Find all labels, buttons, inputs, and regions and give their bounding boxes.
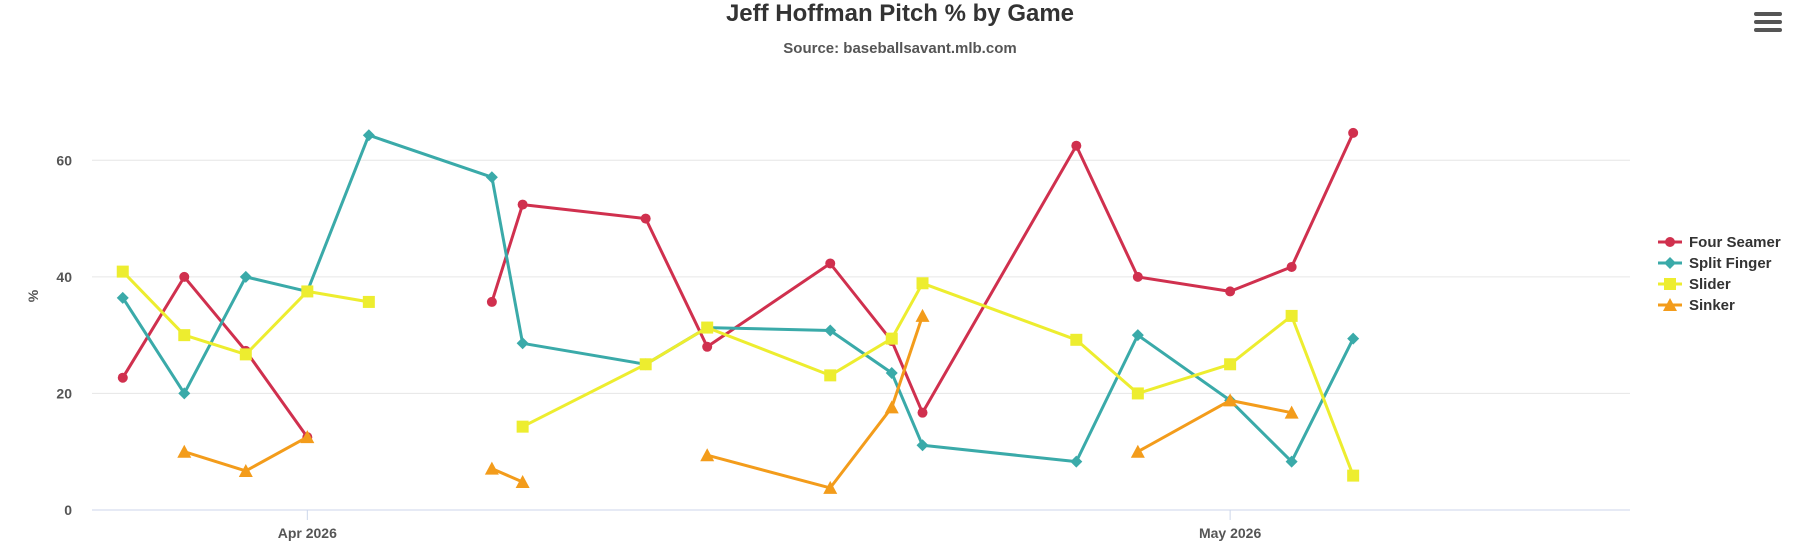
data-point-sinker[interactable]: [915, 308, 930, 322]
legend-label: Split Finger: [1689, 255, 1772, 272]
data-point-slider[interactable]: [824, 369, 837, 382]
data-point-slider[interactable]: [301, 285, 314, 298]
data-point-slider[interactable]: [116, 265, 129, 278]
y-tick-label: 20: [56, 385, 72, 401]
data-point-sinker[interactable]: [1223, 393, 1238, 407]
y-tick-label: 40: [56, 269, 72, 285]
series-slider: [116, 265, 1360, 482]
data-point-split-finger[interactable]: [362, 129, 375, 142]
data-point-slider[interactable]: [1070, 333, 1083, 346]
data-point-sinker[interactable]: [1284, 405, 1299, 419]
data-point-split-finger[interactable]: [885, 367, 898, 380]
legend-label: Slider: [1689, 276, 1731, 293]
series-line-sinker: [1136, 398, 1294, 454]
legend-label: Sinker: [1689, 297, 1735, 314]
data-point-sinker[interactable]: [238, 463, 253, 477]
data-point-slider[interactable]: [701, 321, 714, 334]
x-tick-label: Apr 2026: [278, 525, 337, 541]
data-point-slider[interactable]: [1285, 309, 1298, 322]
chart-title: Jeff Hoffman Pitch % by Game: [725, 0, 1075, 27]
data-point-slider[interactable]: [362, 295, 375, 308]
data-point-split-finger[interactable]: [485, 171, 498, 184]
data-point-four-seamer[interactable]: [1348, 127, 1359, 138]
x-tick-label: May 2026: [1199, 525, 1261, 541]
legend-item-slider[interactable]: Slider: [1658, 276, 1731, 293]
data-point-sinker[interactable]: [484, 461, 499, 475]
grid-lines: [92, 159, 1630, 394]
data-point-four-seamer[interactable]: [117, 372, 128, 383]
data-point-sinker[interactable]: [700, 448, 715, 462]
data-point-split-finger[interactable]: [824, 324, 837, 337]
series-group: [116, 127, 1360, 494]
series-line-four-seamer: [121, 275, 309, 439]
data-point-split-finger[interactable]: [1131, 329, 1144, 342]
data-point-split-finger[interactable]: [916, 439, 929, 452]
data-point-four-seamer[interactable]: [1286, 261, 1297, 272]
y-axis-label: %: [25, 289, 41, 302]
legend-marker: [1663, 298, 1677, 311]
data-point-split-finger[interactable]: [239, 270, 252, 283]
data-point-sinker[interactable]: [515, 475, 530, 489]
hamburger-menu-icon[interactable]: [1752, 8, 1784, 36]
series-line-four-seamer: [490, 131, 1355, 415]
data-point-four-seamer[interactable]: [702, 341, 713, 352]
series-sinker: [177, 308, 1299, 494]
data-point-slider[interactable]: [1224, 358, 1237, 371]
series-split-finger: [116, 129, 1360, 468]
data-point-sinker[interactable]: [300, 430, 315, 444]
data-point-sinker[interactable]: [823, 480, 838, 494]
legend-marker: [1664, 257, 1676, 269]
data-point-four-seamer[interactable]: [917, 407, 928, 418]
series-line-sinker: [490, 467, 525, 484]
legend-marker: [1664, 278, 1676, 290]
data-point-slider[interactable]: [639, 358, 652, 371]
data-point-slider[interactable]: [1347, 469, 1360, 482]
series-four-seamer: [117, 127, 1359, 443]
y-tick-label: 60: [56, 152, 72, 168]
data-point-split-finger[interactable]: [1285, 455, 1298, 468]
data-point-split-finger[interactable]: [116, 291, 129, 304]
data-point-four-seamer[interactable]: [825, 258, 836, 269]
series-line-slider: [121, 270, 371, 356]
chart-subtitle: Source: baseballsavant.mlb.com: [783, 40, 1017, 57]
axes: 0 20 40 60 Apr 2026 May 2026: [56, 152, 1630, 541]
data-point-four-seamer[interactable]: [179, 271, 190, 282]
data-point-four-seamer[interactable]: [640, 213, 651, 224]
data-point-split-finger[interactable]: [1347, 332, 1360, 345]
data-point-slider[interactable]: [516, 420, 529, 433]
data-point-four-seamer[interactable]: [1225, 286, 1236, 297]
legend-item-sinker[interactable]: Sinker: [1658, 297, 1735, 314]
legend-item-four-seamer[interactable]: Four Seamer: [1658, 234, 1781, 251]
data-point-split-finger[interactable]: [178, 387, 191, 400]
y-tick-label: 0: [64, 502, 72, 518]
data-point-slider[interactable]: [1131, 387, 1144, 400]
data-point-four-seamer[interactable]: [517, 199, 528, 210]
data-point-split-finger[interactable]: [516, 337, 529, 350]
data-point-slider[interactable]: [885, 332, 898, 345]
data-point-split-finger[interactable]: [1070, 455, 1083, 468]
data-point-sinker[interactable]: [1130, 444, 1145, 458]
data-point-sinker[interactable]: [884, 400, 899, 414]
legend: Four Seamer Split Finger Slider Sinker: [1658, 234, 1781, 314]
series-line-split-finger: [121, 133, 1355, 464]
data-point-slider[interactable]: [178, 329, 191, 342]
data-point-slider[interactable]: [916, 277, 929, 290]
legend-label: Four Seamer: [1689, 234, 1781, 251]
data-point-four-seamer[interactable]: [1132, 271, 1143, 282]
data-point-sinker[interactable]: [177, 444, 192, 458]
legend-item-split-finger[interactable]: Split Finger: [1658, 255, 1772, 272]
series-line-sinker: [705, 314, 924, 490]
legend-marker: [1665, 237, 1675, 247]
data-point-four-seamer[interactable]: [486, 296, 497, 307]
data-point-four-seamer[interactable]: [1071, 140, 1082, 151]
data-point-slider[interactable]: [239, 348, 252, 361]
